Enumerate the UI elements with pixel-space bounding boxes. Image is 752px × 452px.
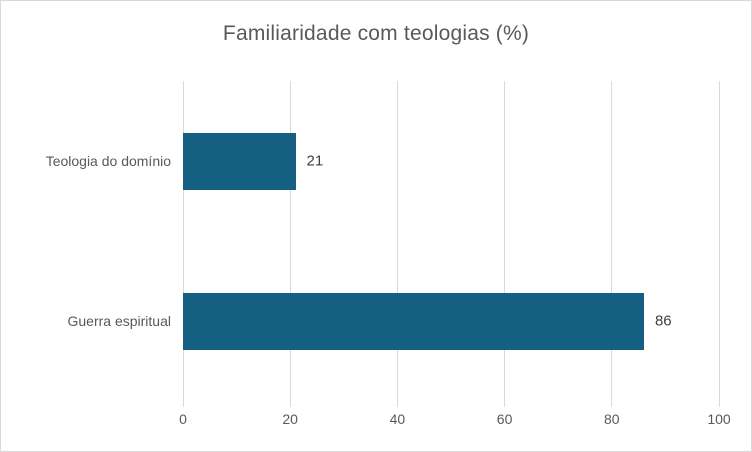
x-axis-tick-label: 40: [389, 411, 406, 427]
category-label: Teologia do domínio: [45, 153, 171, 169]
x-gridline: [718, 81, 720, 407]
bar-teologia-do-dominio: [183, 132, 296, 190]
x-gridline: [504, 81, 506, 407]
x-gridline: [289, 81, 291, 407]
data-label: 21: [306, 152, 324, 170]
x-axis-tick-label: 0: [179, 411, 187, 427]
category-label: Guerra espiritual: [67, 313, 172, 329]
x-axis-tick-label: 80: [604, 411, 620, 427]
x-gridline: [611, 81, 613, 407]
chart-title: Familiaridade com teologias (%): [222, 22, 530, 45]
x-axis-tick-label: 60: [496, 411, 513, 427]
x-axis-tick-label: 20: [282, 411, 298, 427]
x-gridline: [182, 81, 184, 407]
data-label: 86: [654, 312, 672, 330]
x-axis-tick-label: 100: [707, 411, 731, 427]
x-gridline: [396, 81, 398, 407]
bar-guerra-espiritual: [183, 292, 644, 350]
